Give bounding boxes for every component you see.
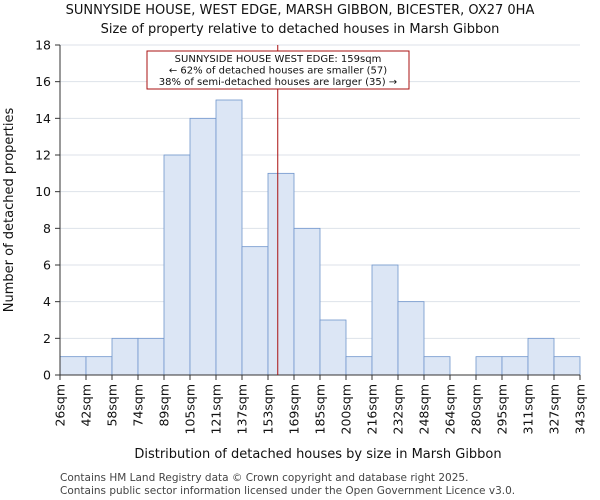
y-tick-label: 4 — [43, 294, 51, 309]
bar-311sqm — [527, 337, 555, 376]
bar-137sqm — [241, 246, 269, 376]
annotation-box — [146, 50, 410, 90]
x-tick-label: 248sqm — [417, 384, 432, 434]
x-tick-label: 327sqm — [547, 384, 562, 434]
y-tick-label: 14 — [35, 111, 51, 126]
x-tick-label: 280sqm — [469, 384, 484, 434]
bar-280sqm — [475, 356, 503, 376]
bar-295sqm — [501, 356, 529, 376]
x-tick-label: 89sqm — [157, 384, 172, 427]
x-tick-label: 74sqm — [131, 384, 146, 427]
x-tick-label: 232sqm — [391, 384, 406, 434]
x-tick-label: 153sqm — [261, 384, 276, 434]
x-tick-label: 264sqm — [443, 384, 458, 434]
annotation-line-3: 38% of semi-detached houses are larger (… — [159, 77, 397, 88]
property-marker: SUNNYSIDE HOUSE WEST EDGE: 159sqm← 62% o… — [146, 45, 410, 375]
bar-185sqm — [319, 319, 347, 376]
bar-327sqm — [553, 356, 581, 376]
bar-200sqm — [345, 356, 373, 376]
x-tick-label: 185sqm — [313, 384, 328, 434]
bar-89sqm — [163, 154, 191, 376]
x-tick-label: 343sqm — [573, 384, 588, 434]
x-tick-label: 58sqm — [105, 384, 120, 427]
bar-105sqm — [189, 117, 217, 376]
bar-74sqm — [137, 337, 165, 376]
footer-line-2: Contains public sector information licen… — [60, 485, 515, 497]
bar-216sqm — [371, 264, 399, 376]
chart-title: SUNNYSIDE HOUSE, WEST EDGE, MARSH GIBBON… — [66, 3, 535, 18]
bar-121sqm — [215, 99, 243, 376]
y-tick-label: 0 — [43, 368, 51, 383]
x-tick-label: 105sqm — [183, 384, 198, 434]
x-tick-label: 216sqm — [365, 384, 380, 434]
y-axis-label: Number of detached properties — [2, 108, 17, 313]
x-tick-label: 200sqm — [339, 384, 354, 434]
bar-169sqm — [293, 227, 321, 376]
y-tick-label: 6 — [43, 258, 51, 273]
x-axis-label: Distribution of detached houses by size … — [134, 447, 501, 462]
annotation-line-2: ← 62% of detached houses are smaller (57… — [169, 66, 387, 77]
x-tick-label: 311sqm — [521, 384, 536, 434]
y-tick-label: 10 — [35, 184, 51, 199]
y-tick-label: 8 — [43, 221, 51, 236]
y-tick-label: 12 — [35, 148, 51, 163]
bar-248sqm — [423, 356, 451, 376]
bar-42sqm — [85, 356, 113, 376]
x-tick-label: 42sqm — [79, 384, 94, 427]
footer-line-1: Contains HM Land Registry data © Crown c… — [60, 472, 468, 484]
x-tick-label: 295sqm — [495, 384, 510, 434]
y-tick-label: 18 — [35, 38, 51, 53]
x-tick-label: 121sqm — [209, 384, 224, 434]
chart-subtitle: Size of property relative to detached ho… — [101, 22, 500, 37]
x-tick-labels: 26sqm 42sqm 58sqm 74sqm 89sqm 105sqm 121sqm 137… — [53, 375, 588, 434]
bar-153sqm — [267, 172, 295, 376]
bar-232sqm — [397, 301, 425, 376]
bars — [59, 99, 581, 376]
bar-58sqm — [111, 337, 139, 376]
x-tick-label: 26sqm — [53, 384, 68, 427]
annotation-line-1: SUNNYSIDE HOUSE WEST EDGE: 159sqm — [175, 54, 382, 65]
y-tick-labels: 0 2 4 6 8 10 12 14 16 18 — [35, 38, 60, 383]
x-tick-label: 169sqm — [287, 384, 302, 434]
y-tick-label: 16 — [35, 74, 51, 89]
y-tick-label: 2 — [43, 331, 51, 346]
bar-26sqm — [59, 356, 87, 376]
x-tick-label: 137sqm — [235, 384, 250, 434]
